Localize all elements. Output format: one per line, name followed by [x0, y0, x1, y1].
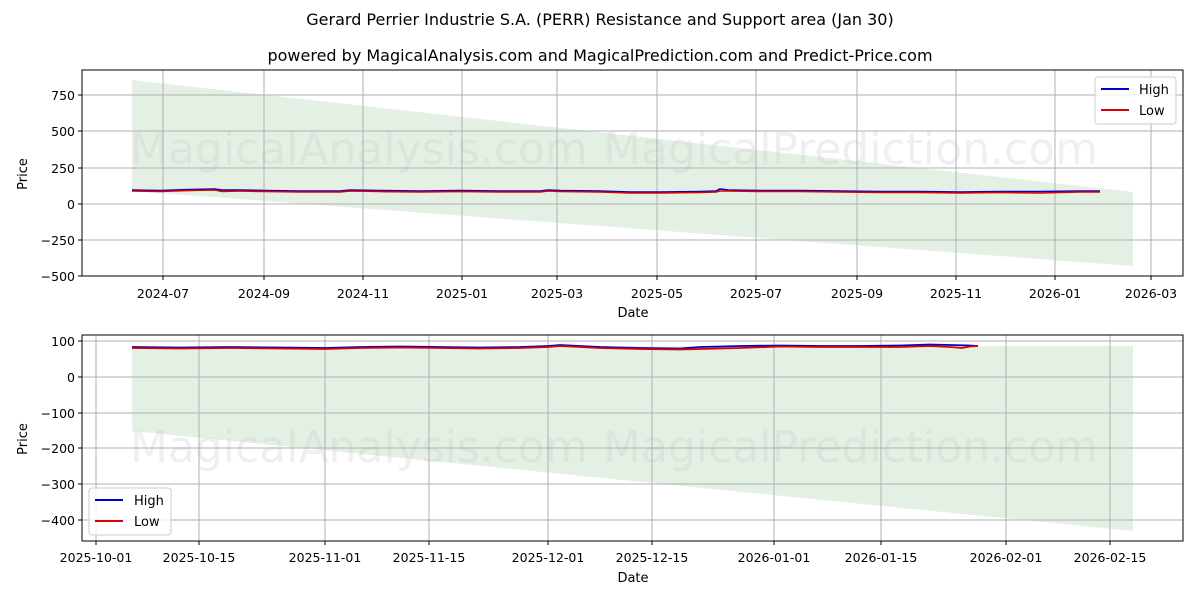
svg-text:2025-07: 2025-07: [730, 286, 782, 301]
svg-text:2025-10-01: 2025-10-01: [60, 550, 133, 565]
bottom-legend: High Low: [88, 487, 172, 536]
top-low-line: [131, 189, 1100, 194]
top-support-resistance-band: [132, 80, 1133, 266]
top-y-tick-labels: 750 500 250 0 −250 −500: [41, 88, 75, 284]
svg-text:2026-02-15: 2026-02-15: [1074, 550, 1147, 565]
top-x-tick-labels: 2024-07 2024-09 2024-11 2025-01 2025-03 …: [137, 286, 1177, 301]
top-chart: MagicalAnalysis.com MagicalPrediction.co…: [16, 69, 1184, 321]
svg-text:−200: −200: [41, 441, 75, 456]
top-x-axis-label: Date: [617, 306, 648, 321]
bottom-y-tick-labels: 100 0 −100 −200 −300 −400: [41, 334, 75, 528]
svg-text:2025-11-15: 2025-11-15: [393, 550, 466, 565]
bottom-support-resistance-band: [132, 346, 1133, 531]
legend-low-label: Low: [1139, 104, 1165, 119]
svg-text:2025-12-01: 2025-12-01: [512, 550, 585, 565]
svg-text:−300: −300: [41, 477, 75, 492]
bottom-axes-frame: [81, 334, 1184, 542]
svg-text:2026-01-01: 2026-01-01: [738, 550, 811, 565]
top-axes-frame: [81, 69, 1184, 277]
svg-text:2025-09: 2025-09: [831, 286, 883, 301]
top-y-axis-label: Price: [16, 158, 31, 190]
svg-text:2025-03: 2025-03: [531, 286, 583, 301]
top-legend: High Low: [1094, 76, 1177, 125]
svg-text:2025-10-15: 2025-10-15: [163, 550, 236, 565]
svg-text:2024-09: 2024-09: [238, 286, 290, 301]
svg-text:−400: −400: [41, 513, 75, 528]
svg-text:2026-01: 2026-01: [1029, 286, 1081, 301]
bottom-x-axis-label: Date: [617, 571, 648, 586]
svg-text:500: 500: [51, 124, 75, 139]
svg-text:−100: −100: [41, 406, 75, 421]
svg-text:−500: −500: [41, 269, 75, 284]
bottom-grid: [82, 335, 1183, 541]
svg-text:−250: −250: [41, 233, 75, 248]
legend-low-label: Low: [134, 515, 160, 530]
svg-text:2026-01-15: 2026-01-15: [845, 550, 918, 565]
svg-text:0: 0: [67, 197, 75, 212]
svg-text:2025-01: 2025-01: [436, 286, 488, 301]
svg-text:750: 750: [51, 88, 75, 103]
svg-text:2026-03: 2026-03: [1125, 286, 1177, 301]
svg-text:2024-11: 2024-11: [337, 286, 389, 301]
svg-text:2025-11-01: 2025-11-01: [289, 550, 362, 565]
bottom-low-line: [131, 345, 979, 351]
svg-text:2024-07: 2024-07: [137, 286, 189, 301]
chart-subtitle: powered by MagicalAnalysis.com and Magic…: [267, 46, 933, 65]
top-watermark-1: MagicalAnalysis.com: [130, 124, 588, 175]
svg-text:2025-12-15: 2025-12-15: [616, 550, 689, 565]
bottom-x-tick-labels: 2025-10-01 2025-10-15 2025-11-01 2025-11…: [60, 550, 1147, 565]
legend-high-label: High: [134, 494, 164, 509]
svg-text:2025-05: 2025-05: [631, 286, 683, 301]
bottom-y-axis-label: Price: [16, 423, 31, 455]
top-high-line: [131, 188, 1100, 193]
bottom-high-line: [131, 343, 979, 350]
top-watermark-2: MagicalPrediction.com: [603, 124, 1098, 175]
legend-high-label: High: [1139, 83, 1169, 98]
svg-text:250: 250: [51, 161, 75, 176]
chart-title: Gerard Perrier Industrie S.A. (PERR) Res…: [306, 10, 894, 29]
top-grid: [82, 70, 1183, 276]
svg-text:0: 0: [67, 370, 75, 385]
svg-text:100: 100: [51, 334, 75, 349]
svg-text:2025-11: 2025-11: [930, 286, 982, 301]
svg-text:2026-02-01: 2026-02-01: [970, 550, 1043, 565]
bottom-chart: MagicalAnalysis.com MagicalPrediction.co…: [16, 334, 1184, 586]
